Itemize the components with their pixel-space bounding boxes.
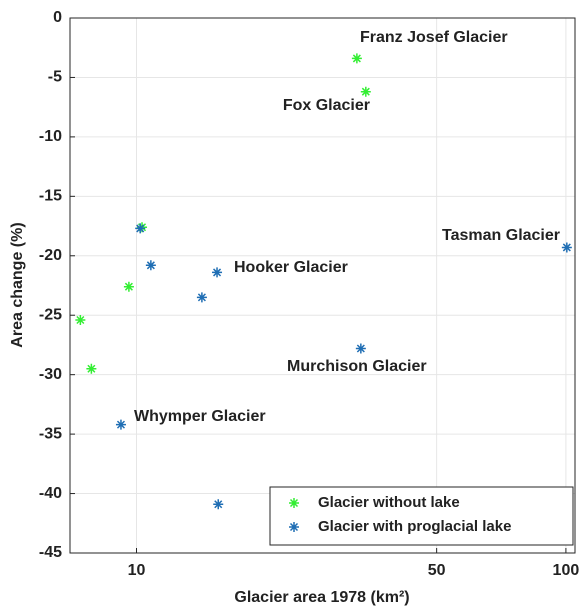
point [75,314,86,325]
point [360,86,371,97]
y-tick-label: -45 [39,544,62,561]
annotation: Fox Glacier [283,97,370,114]
annotation: Murchison Glacier [287,358,427,375]
legend: Glacier without lake Glacier with proglac… [269,486,574,546]
legend-label: Glacier without lake [318,494,460,511]
annotation: Tasman Glacier [442,227,560,244]
y-tick-label: -5 [48,69,62,86]
point [213,499,224,510]
y-tick-label: 0 [53,9,62,26]
point [351,53,362,64]
y-tick-label: -10 [39,128,62,145]
point [145,260,156,271]
y-tick-label: -25 [39,306,62,323]
y-tick-label: -30 [39,366,62,383]
y-tick-label: -40 [39,485,62,502]
x-tick-label: 50 [428,562,446,579]
point [115,419,126,430]
plot-frame [69,17,576,554]
legend-box [269,486,574,546]
y-axis-title: Area change (%) [9,222,26,347]
legend-marker [289,522,299,532]
point [561,242,572,253]
legend-marker [289,498,299,508]
point [135,223,146,234]
y-tick-label: -20 [39,247,62,264]
point [86,363,97,374]
annotation: Whymper Glacier [134,408,266,425]
point [123,281,134,292]
annotation: Hooker Glacier [234,259,348,276]
x-tick-label: 10 [128,562,146,579]
legend-label: Glacier with proglacial lake [318,518,511,535]
y-tick-label: -15 [39,188,62,205]
annotation: Franz Josef Glacier [360,29,508,46]
point [196,292,207,303]
point [212,267,223,278]
x-tick-label: 100 [553,562,580,579]
point [355,343,366,354]
y-tick-label: -35 [39,425,62,442]
x-axis-title: Glacier area 1978 (km²) [234,589,409,606]
